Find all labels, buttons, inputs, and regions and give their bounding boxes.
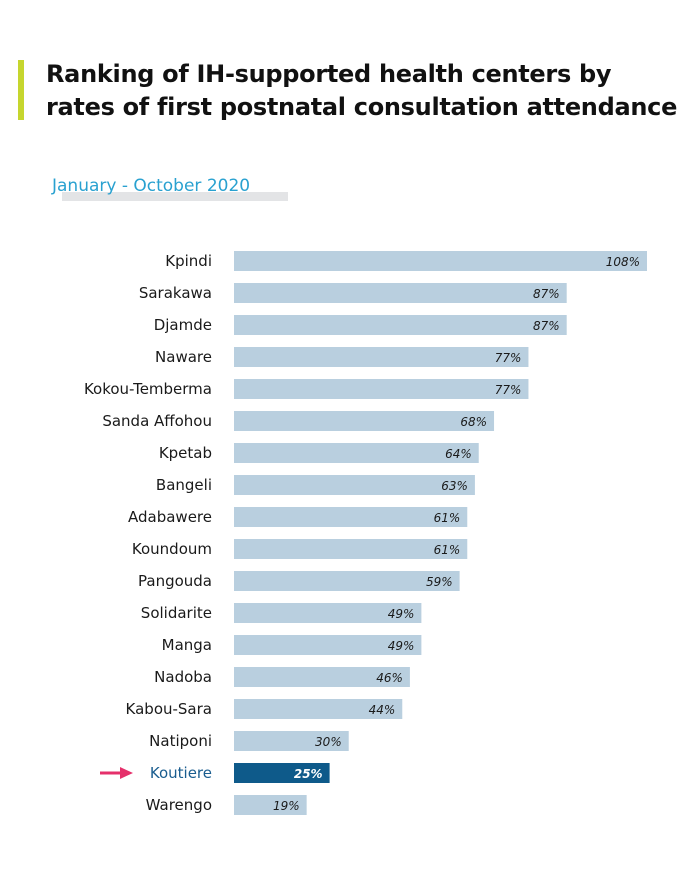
category-label-kokou-temberma: Kokou-Temberma: [84, 380, 212, 398]
category-label-kabou-sara: Kabou-Sara: [126, 700, 212, 718]
category-label-solidarite: Solidarite: [141, 604, 212, 622]
title-line-2: rates of first postnatal consultation at…: [46, 93, 678, 121]
category-label-naware: Naware: [155, 348, 212, 366]
bar-kpetab: [234, 443, 479, 463]
chart-title: Ranking of IH-supported health centers b…: [46, 58, 686, 124]
bar-naware: [234, 347, 529, 367]
bar-nadoba: [234, 667, 410, 687]
bar-djamde: [234, 315, 567, 335]
value-label-natiponi: 30%: [315, 735, 342, 749]
value-label-koutiere: 25%: [294, 767, 323, 781]
value-label-kabou-sara: 44%: [369, 703, 396, 717]
category-label-kpindi: Kpindi: [165, 252, 212, 270]
value-label-adabawere: 61%: [434, 511, 461, 525]
category-label-natiponi: Natiponi: [149, 732, 212, 750]
value-label-sanda-affohou: 68%: [460, 415, 487, 429]
bar-sanda-affohou: [234, 411, 495, 431]
value-label-koundoum: 61%: [434, 543, 461, 557]
chart-subtitle: January - October 2020: [52, 176, 251, 196]
category-label-nadoba: Nadoba: [154, 668, 212, 686]
bar-kabou-sara: [234, 699, 403, 719]
value-label-sarakawa: 87%: [533, 287, 560, 301]
bar-koundoum: [234, 539, 468, 559]
value-label-warengo: 19%: [273, 799, 300, 813]
value-label-djamde: 87%: [533, 319, 560, 333]
category-label-koundoum: Koundoum: [132, 540, 212, 558]
bar-solidarite: [234, 603, 422, 623]
title-accent-bar: [18, 60, 24, 120]
value-label-bangeli: 63%: [441, 479, 468, 493]
bar-bangeli: [234, 475, 475, 495]
bar-sarakawa: [234, 283, 567, 303]
value-label-kpindi: 108%: [606, 255, 640, 269]
highlight-arrow-icon: [120, 767, 133, 779]
bar-koutiere: [234, 763, 330, 783]
category-label-bangeli: Bangeli: [156, 476, 212, 494]
category-label-kpetab: Kpetab: [159, 444, 212, 462]
category-label-djamde: Djamde: [154, 316, 212, 334]
value-label-pangouda: 59%: [426, 575, 453, 589]
category-label-adabawere: Adabawere: [128, 508, 212, 526]
value-label-kpetab: 64%: [445, 447, 472, 461]
bar-warengo: [234, 795, 307, 815]
value-label-manga: 49%: [388, 639, 415, 653]
category-label-pangouda: Pangouda: [138, 572, 212, 590]
category-label-sanda-affohou: Sanda Affohou: [102, 412, 212, 430]
subtitle-block: January - October 2020: [52, 176, 288, 201]
bar-natiponi: [234, 731, 349, 751]
value-label-naware: 77%: [495, 351, 522, 365]
bar-adabawere: [234, 507, 468, 527]
category-label-manga: Manga: [162, 636, 212, 654]
category-label-warengo: Warengo: [146, 796, 212, 814]
category-label-koutiere: Koutiere: [150, 764, 212, 782]
bar-kokou-temberma: [234, 379, 529, 399]
subtitle-underline: [62, 192, 288, 201]
value-label-solidarite: 49%: [388, 607, 415, 621]
bar-kpindi: [234, 251, 647, 271]
title-line-1: Ranking of IH-supported health centers b…: [46, 60, 612, 88]
value-label-nadoba: 46%: [376, 671, 403, 685]
bar-manga: [234, 635, 422, 655]
category-label-sarakawa: Sarakawa: [139, 284, 212, 302]
value-label-kokou-temberma: 77%: [495, 383, 522, 397]
bar-pangouda: [234, 571, 460, 591]
